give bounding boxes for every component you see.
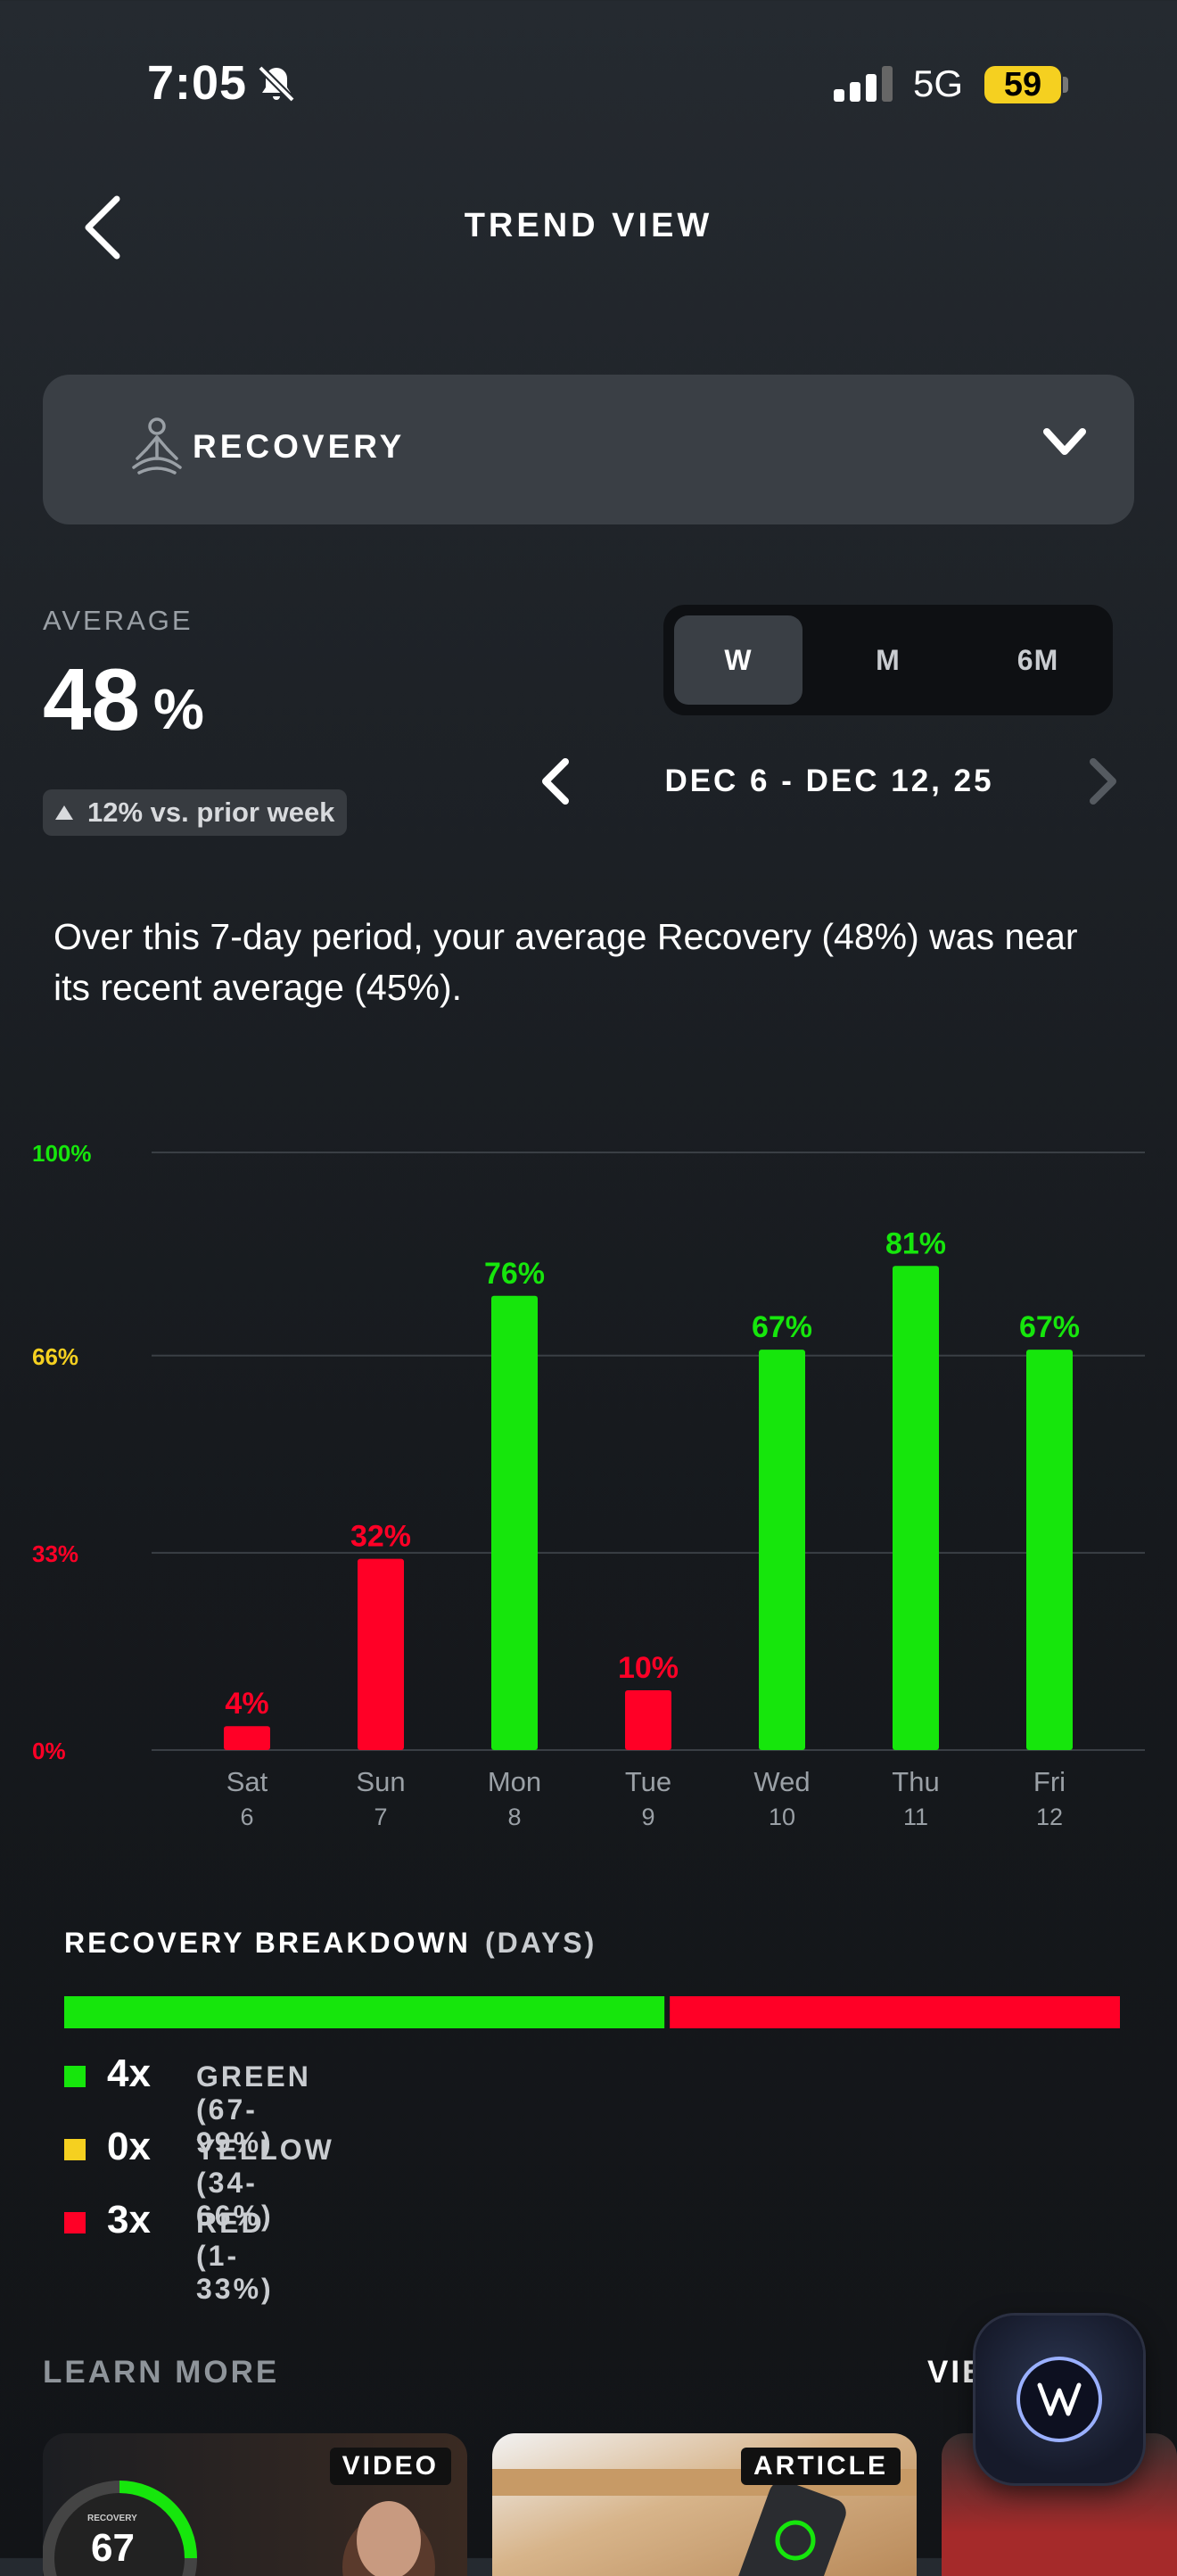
yellow-count: 0x: [107, 2125, 151, 2168]
metric-label: RECOVERY: [193, 428, 406, 465]
chevron-left-icon: [85, 195, 120, 260]
article-badge: ARTICLE: [741, 2448, 901, 2485]
x-tick-date: 10: [769, 1804, 795, 1830]
yellow-label: YELLOW (34-66%): [196, 2134, 334, 2232]
next-period-button[interactable]: [1086, 756, 1122, 811]
y-tick-label: 100%: [32, 1140, 92, 1167]
green-count: 4x: [107, 2052, 151, 2095]
red-count: 3x: [107, 2198, 151, 2242]
recovery-bar-chart: 0% 33% 66% 100% 4% Sat 6 32% Sun 7 76% Mon 8 10% Tue 9 6…: [32, 1140, 1145, 1830]
page-title: TREND VIEW: [464, 207, 713, 244]
breakdown-subtitle: (DAYS): [485, 1927, 597, 1959]
x-tick-label: Sun: [356, 1766, 405, 1797]
tab-month[interactable]: M: [876, 644, 901, 676]
green-swatch: [64, 2066, 86, 2087]
ring-value: 67: [91, 2526, 135, 2570]
average-value: 48: [43, 650, 141, 748]
red-label: RED (1-33%): [196, 2207, 274, 2305]
x-tick-date: 6: [240, 1804, 253, 1830]
breakdown-title: RECOVERY BREAKDOWN: [64, 1927, 471, 1959]
video-card[interactable]: RECOVERY 67 VIDEO: [43, 2433, 467, 2576]
average-unit: %: [153, 677, 204, 741]
data-label: 67%: [752, 1310, 812, 1344]
bar-sat[interactable]: [224, 1726, 270, 1750]
x-tick-date: 7: [374, 1804, 387, 1830]
data-label: 10%: [618, 1651, 679, 1685]
delta-badge: 12% vs. prior week: [43, 789, 348, 836]
status-time: 7:05: [147, 56, 248, 110]
signal-icon: [834, 66, 894, 106]
yellow-swatch: [64, 2139, 86, 2160]
data-label: 67%: [1019, 1310, 1080, 1344]
y-tick-label: 66%: [32, 1343, 78, 1370]
red-swatch: [64, 2212, 86, 2233]
x-tick-label: Fri: [1033, 1766, 1066, 1797]
breakdown-green-segment: [64, 1996, 665, 2028]
x-tick-date: 9: [641, 1804, 654, 1830]
data-label: 4%: [225, 1687, 268, 1721]
breakdown-bar: [64, 1996, 1120, 2028]
back-button[interactable]: [71, 187, 134, 268]
ring-title: RECOVERY: [87, 2514, 137, 2523]
data-label: 81%: [885, 1226, 946, 1260]
green-label: GREEN (67-99%): [196, 2060, 311, 2159]
bar-thu[interactable]: [893, 1266, 939, 1750]
metric-selector[interactable]: RECOVERY: [43, 375, 1134, 524]
range-tabs: W M 6M: [663, 605, 1113, 715]
triangle-up-icon: [55, 805, 73, 820]
assistant-logo-icon: [1017, 2357, 1102, 2442]
y-tick-label: 0%: [32, 1738, 66, 1764]
x-tick-date: 8: [507, 1804, 521, 1830]
y-tick-label: 33%: [32, 1540, 78, 1567]
meditation-icon: [121, 414, 193, 490]
learn-more-title: LEARN MORE: [43, 2355, 280, 2390]
bar-wed[interactable]: [759, 1350, 805, 1750]
battery-level: 59: [984, 66, 1061, 103]
x-tick-label: Tue: [625, 1766, 671, 1797]
previous-period-button[interactable]: [537, 756, 572, 811]
x-tick-label: Sat: [226, 1766, 268, 1797]
chevron-down-icon: [1041, 426, 1088, 463]
x-tick-label: Mon: [488, 1766, 541, 1797]
data-label: 32%: [350, 1520, 411, 1554]
network-type: 5G: [913, 62, 964, 104]
bar-fri[interactable]: [1026, 1350, 1073, 1750]
x-tick-date: 12: [1036, 1804, 1063, 1830]
battery-tip: [1063, 77, 1068, 93]
summary-text: Over this 7-day period, your average Rec…: [54, 916, 1078, 1008]
breakdown-red-segment: [670, 1996, 1120, 2028]
date-range: DEC 6 - DEC 12, 25: [664, 764, 994, 798]
tab-week[interactable]: W: [674, 615, 802, 705]
bar-tue[interactable]: [625, 1690, 671, 1750]
silent-bell-icon: [255, 62, 298, 110]
x-tick-label: Wed: [753, 1766, 810, 1797]
assistant-button[interactable]: [975, 2316, 1143, 2483]
x-tick-date: 11: [903, 1804, 928, 1830]
chevron-left-icon: [542, 758, 569, 805]
average-label: AVERAGE: [43, 605, 193, 636]
bar-mon[interactable]: [491, 1295, 538, 1750]
bar-sun[interactable]: [358, 1558, 404, 1750]
article-card[interactable]: ARTICLE: [492, 2433, 917, 2576]
data-label: 76%: [484, 1257, 545, 1291]
x-tick-label: Thu: [892, 1766, 939, 1797]
tab-six-month[interactable]: 6M: [1017, 644, 1059, 676]
video-badge: VIDEO: [329, 2448, 451, 2485]
chevron-right-icon: [1090, 758, 1116, 805]
